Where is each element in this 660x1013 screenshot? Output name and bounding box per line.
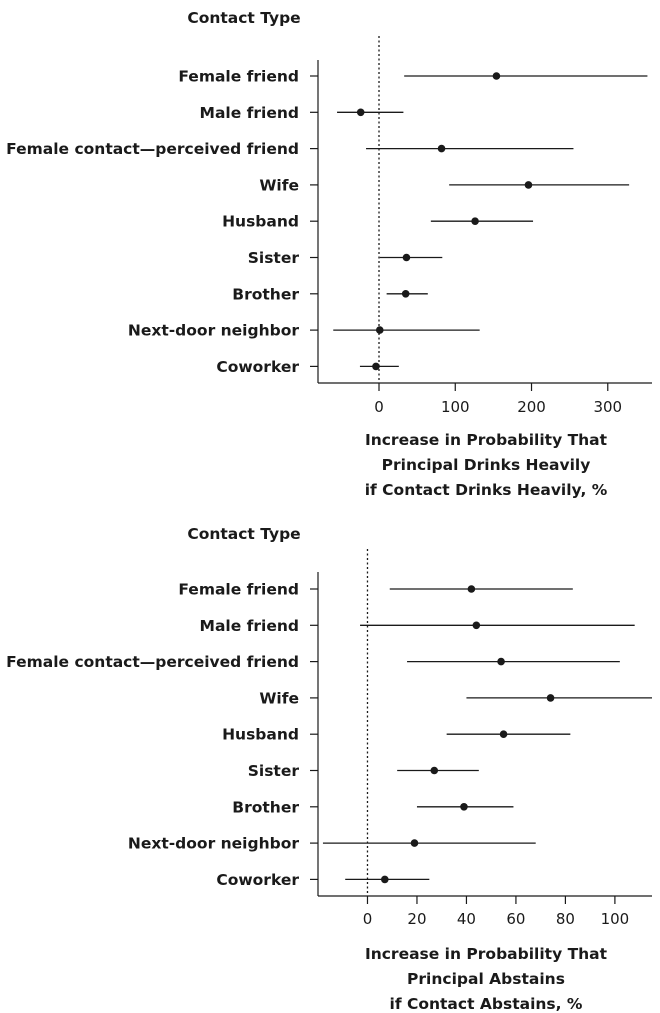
x-tick-label: 20 — [407, 910, 426, 928]
category-label-female-contact-perceived-friend: Female contact—perceived friend — [6, 140, 299, 158]
point-estimate-female-contact-perceived-friend — [437, 144, 446, 153]
category-label-brother: Brother — [232, 798, 299, 816]
category-label-female-contact-perceived-friend: Female contact—perceived friend — [6, 653, 299, 671]
x-tick-label: 60 — [506, 910, 525, 928]
x-tick-label: 100 — [601, 910, 630, 928]
x-tick-label: 0 — [374, 398, 384, 416]
category-label-sister: Sister — [248, 762, 300, 780]
category-label-husband: Husband — [222, 213, 299, 231]
x-tick-label: 200 — [517, 398, 546, 416]
x-ticks: 0 20 40 60 80 100 — [363, 896, 630, 928]
category-label-coworker: Coworker — [216, 871, 299, 889]
category-labels: Female friend Male friend Female contact—p… — [6, 68, 318, 376]
point-estimate-coworker — [381, 875, 389, 884]
category-label-brother: Brother — [232, 285, 299, 303]
category-label-husband: Husband — [222, 726, 299, 744]
point-estimate-male-friend — [356, 108, 365, 117]
estimates — [322, 585, 652, 884]
x-axis-label-line-1: Increase in Probability That — [365, 431, 608, 449]
point-estimate-next-door-neighbor — [410, 839, 419, 847]
category-label-female-friend: Female friend — [178, 68, 299, 86]
category-label-next-door-neighbor: Next-door neighbor — [128, 835, 299, 853]
point-estimate-husband — [471, 217, 479, 225]
category-label-male-friend: Male friend — [200, 104, 299, 122]
x-tick-label: 100 — [441, 398, 470, 416]
category-label-next-door-neighbor: Next-door neighbor — [128, 322, 299, 340]
category-title: Contact Type — [187, 9, 300, 27]
category-label-coworker: Coworker — [216, 358, 299, 376]
point-estimate-wife — [546, 694, 555, 702]
x-axis-label-line-2: Principal Abstains — [407, 970, 565, 988]
category-label-wife: Wife — [259, 689, 299, 707]
point-estimate-next-door-neighbor — [375, 326, 384, 334]
category-title: Contact Type — [187, 525, 300, 543]
point-estimate-coworker — [372, 362, 380, 371]
point-estimate-sister — [402, 253, 411, 262]
category-label-sister: Sister — [248, 249, 300, 267]
point-estimate-brother — [460, 803, 468, 811]
x-axis-label-line-2: Principal Drinks Heavily — [382, 456, 591, 474]
point-estimate-sister — [430, 766, 439, 775]
x-axis-label-line-3: if Contact Drinks Heavily, % — [365, 481, 608, 499]
point-estimate-female-friend — [492, 72, 501, 80]
point-estimate-female-contact-perceived-friend — [497, 657, 505, 666]
x-tick-label: 80 — [556, 910, 575, 928]
category-label-wife: Wife — [259, 176, 299, 194]
point-estimate-brother — [401, 290, 410, 298]
point-estimate-female-friend — [467, 585, 476, 593]
point-estimate-wife — [524, 181, 533, 189]
point-estimate-husband — [499, 730, 508, 738]
x-ticks: 0 100 200 300 — [374, 383, 622, 416]
x-axis-label-line-1: Increase in Probability That — [365, 945, 608, 963]
category-label-female-friend: Female friend — [178, 581, 299, 599]
x-axis-label-line-3: if Contact Abstains, % — [390, 995, 583, 1013]
x-tick-label: 40 — [457, 910, 476, 928]
category-label-male-friend: Male friend — [200, 617, 299, 635]
x-tick-label: 300 — [593, 398, 622, 416]
x-tick-label: 0 — [363, 910, 373, 928]
point-estimate-male-friend — [472, 621, 481, 630]
category-labels: Female friend Male friend Female contact—p… — [6, 581, 318, 889]
estimates — [333, 72, 648, 371]
